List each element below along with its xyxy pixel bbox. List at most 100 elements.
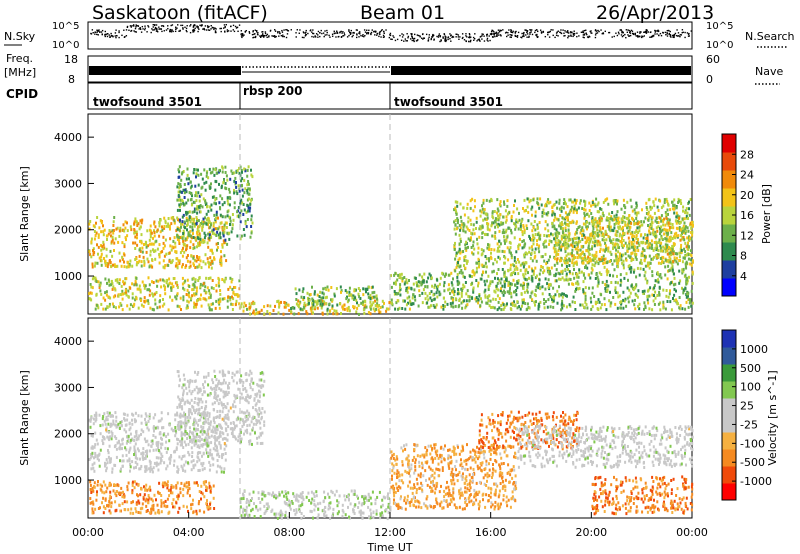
- echo-cell: [646, 264, 649, 268]
- echo-cell: [453, 227, 456, 231]
- echo-cell: [563, 235, 566, 239]
- noise-point: [154, 24, 156, 26]
- echo-cell: [178, 259, 181, 263]
- noise-point: [410, 33, 413, 36]
- echo-cell: [461, 306, 464, 310]
- echo-cell: [454, 223, 457, 227]
- echo-cell: [193, 293, 196, 297]
- echo-cell: [471, 275, 473, 278]
- echo-cell: [465, 246, 468, 250]
- echo-cell: [199, 210, 202, 214]
- echo-cell: [354, 288, 357, 292]
- echo-cell: [172, 277, 175, 280]
- echo-cell: [248, 302, 251, 306]
- echo-cell: [207, 296, 210, 300]
- noise-point: [508, 29, 510, 31]
- noise-point: [601, 32, 603, 35]
- echo-cell: [569, 278, 572, 281]
- echo-cell: [650, 222, 653, 226]
- echo-cell: [220, 262, 223, 266]
- echo-cell: [565, 272, 568, 276]
- echo-cell: [624, 206, 627, 210]
- echo-cell: [506, 246, 509, 250]
- noise-point: [547, 31, 549, 34]
- noise-point: [549, 30, 551, 33]
- noise-point: [319, 35, 321, 38]
- echo-cell: [208, 262, 211, 266]
- noise-point: [365, 33, 368, 35]
- echo-cell: [326, 312, 329, 316]
- echo-cell: [517, 227, 520, 231]
- noise-point: [219, 27, 221, 30]
- noise-point: [182, 27, 184, 29]
- echo-cell: [330, 286, 333, 289]
- noise-point: [210, 28, 212, 30]
- noise-point: [564, 34, 566, 37]
- noise-point: [492, 33, 494, 35]
- echo-cell: [127, 289, 130, 293]
- noise-point: [531, 33, 534, 36]
- echo-cell: [524, 261, 527, 265]
- echo-cell: [604, 287, 607, 290]
- noise-point: [285, 29, 287, 31]
- echo-cell: [549, 200, 552, 204]
- freq-unit-label: [MHz]: [4, 66, 36, 79]
- echo-cell: [90, 237, 93, 241]
- noise-point: [283, 29, 285, 31]
- echo-cell: [647, 212, 650, 216]
- noise-point: [175, 26, 177, 28]
- echo-cell: [218, 168, 221, 172]
- echo-cell: [666, 220, 669, 224]
- noise-point: [356, 36, 358, 39]
- echo-cell: [553, 224, 556, 228]
- echo-cell: [463, 213, 466, 217]
- echo-cell: [403, 299, 406, 303]
- echo-cell: [230, 302, 233, 306]
- echo-cell: [263, 305, 266, 309]
- noise-point: [254, 33, 256, 35]
- echo-cell: [181, 282, 184, 286]
- noise-point: [192, 29, 194, 31]
- echo-cell: [104, 291, 107, 295]
- noise-point: [657, 29, 659, 32]
- echo-cell: [604, 244, 607, 248]
- echo-cell: [647, 242, 650, 246]
- echo-cell: [438, 290, 441, 294]
- echo-cell: [537, 246, 540, 250]
- echo-cell: [550, 266, 553, 270]
- echo-cell: [503, 239, 506, 243]
- noise-point: [516, 36, 519, 38]
- echo-cell: [497, 214, 500, 218]
- echo-cell: [510, 253, 513, 257]
- echo-cell: [690, 249, 692, 253]
- echo-cell: [612, 238, 615, 242]
- echo-cell: [488, 248, 491, 251]
- noise-point: [135, 25, 138, 27]
- echo-cell: [622, 253, 625, 257]
- echo-cell: [322, 287, 325, 291]
- echo-cell: [684, 307, 687, 311]
- noise-point: [323, 35, 325, 38]
- echo-cell: [531, 213, 533, 217]
- echo-cell: [667, 221, 670, 225]
- echo-cell: [514, 303, 517, 307]
- echo-cell: [659, 246, 662, 250]
- echo-cell: [527, 282, 530, 286]
- echo-cell: [153, 220, 156, 224]
- noise-point: [486, 37, 489, 40]
- echo-cell: [675, 298, 678, 302]
- echo-cell: [596, 242, 599, 246]
- noise-point: [259, 36, 262, 38]
- echo-cell: [236, 234, 239, 238]
- echo-cell: [288, 308, 291, 312]
- noise-right-tick-top: 10^5: [706, 21, 733, 32]
- echo-cell: [488, 199, 491, 203]
- echo-cell: [197, 229, 200, 233]
- echo-cell: [204, 233, 207, 237]
- noise-point: [133, 30, 135, 32]
- echo-cell: [581, 226, 584, 230]
- echo-cell: [158, 234, 161, 238]
- echo-cell: [531, 259, 534, 263]
- noise-point: [555, 34, 558, 36]
- echo-cell: [638, 273, 641, 277]
